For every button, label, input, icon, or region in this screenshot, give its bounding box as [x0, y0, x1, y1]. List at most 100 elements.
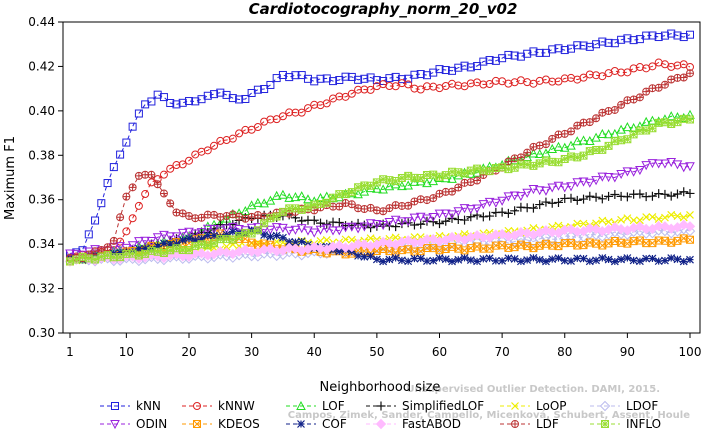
data-point: [296, 224, 307, 234]
data-point: [590, 229, 602, 241]
data-point: [285, 73, 294, 82]
data-point: [441, 255, 450, 264]
data-point: [604, 255, 613, 264]
data-point: [685, 188, 695, 198]
watermark-reference: Unsupervised Outlier Detection. DAMI, 20…: [406, 384, 660, 395]
data-point: [222, 230, 231, 239]
data-point: [454, 255, 463, 264]
legend-label: LOF: [322, 399, 345, 413]
data-point: [253, 123, 262, 132]
data-point: [554, 254, 563, 263]
data-point: [641, 161, 651, 171]
data-point: [484, 197, 495, 207]
data-point: [303, 74, 312, 83]
data-point: [153, 242, 162, 251]
data-point: [559, 183, 570, 193]
data-point: [592, 219, 600, 228]
data-point: [391, 233, 400, 242]
data-point: [660, 118, 669, 127]
chart-title: Cardiotocography_norm_20_v02: [249, 0, 518, 18]
data-point: [623, 214, 632, 223]
data-point: [385, 255, 394, 264]
y-tick-label: 0.44: [28, 15, 55, 29]
data-point: [260, 219, 269, 228]
data-point: [410, 254, 419, 263]
legend-item-LDF: LDF: [500, 417, 559, 431]
data-point: [579, 73, 588, 82]
data-point: [610, 173, 620, 183]
data-point: [485, 254, 494, 263]
data-point: [553, 141, 564, 151]
legend-swatch-marker: [376, 401, 386, 411]
data-point: [191, 241, 200, 250]
data-point: [184, 227, 194, 237]
data-point: [686, 235, 694, 244]
data-point: [272, 115, 281, 124]
data-point: [278, 189, 288, 199]
data-point: [660, 159, 670, 169]
data-point: [202, 224, 213, 234]
legend-label: KDEOS: [218, 417, 260, 431]
data-point: [516, 52, 525, 61]
data-point: [341, 92, 350, 101]
data-point: [97, 199, 106, 208]
data-point: [598, 216, 607, 225]
data-point: [416, 254, 425, 263]
data-point: [159, 189, 168, 198]
y-tick-label: 0.42: [28, 59, 55, 73]
data-point: [116, 150, 125, 159]
legend-label: SimplifiedLOF: [402, 399, 484, 413]
data-point: [210, 231, 218, 240]
data-point: [397, 173, 406, 182]
data-point: [648, 254, 657, 263]
data-point: [604, 141, 613, 150]
legend-label: LDOF: [626, 399, 658, 413]
data-point: [215, 226, 226, 236]
data-point: [592, 114, 601, 123]
data-point: [416, 70, 425, 79]
data-point: [597, 194, 607, 204]
data-point: [623, 254, 632, 262]
data-point: [597, 128, 608, 138]
data-point: [283, 242, 295, 254]
legend-swatch-marker: [599, 400, 611, 412]
legend-item-LoOP: LoOP: [500, 399, 567, 413]
data-point: [617, 68, 626, 77]
data-point: [585, 118, 594, 127]
data-point: [423, 257, 431, 265]
data-point: [329, 77, 338, 86]
data-point: [303, 203, 312, 212]
data-point: [290, 192, 301, 202]
data-point: [553, 181, 564, 191]
data-point: [673, 212, 682, 220]
data-point: [266, 115, 275, 124]
data-point: [141, 190, 150, 199]
data-point: [473, 62, 482, 71]
data-point: [91, 247, 100, 256]
data-point: [465, 205, 476, 215]
data-point: [592, 256, 600, 265]
data-point: [310, 77, 319, 86]
data-point: [615, 228, 627, 240]
data-point: [510, 254, 519, 263]
data-point: [504, 79, 513, 88]
data-point: [335, 202, 344, 211]
data-point: [478, 212, 488, 222]
data-point: [548, 255, 557, 264]
data-point: [309, 215, 319, 225]
data-point: [460, 215, 470, 225]
data-point: [529, 224, 538, 232]
data-point: [109, 236, 118, 245]
data-point: [559, 142, 570, 152]
data-point: [591, 176, 601, 186]
data-point: [473, 164, 482, 173]
data-point: [278, 207, 287, 216]
data-point: [673, 255, 682, 264]
data-point: [465, 168, 476, 178]
data-point: [335, 247, 344, 256]
data-point: [635, 93, 644, 102]
data-point: [235, 232, 244, 241]
data-point: [297, 108, 306, 117]
x-tick-label: 40: [307, 345, 322, 359]
data-point: [598, 145, 607, 154]
